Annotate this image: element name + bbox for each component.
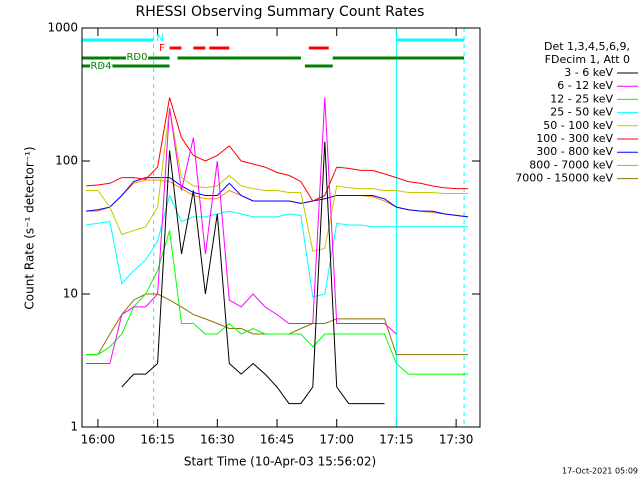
flag-bar [308, 46, 329, 50]
x-tick-label: 16:15 [140, 433, 175, 447]
legend-label: 800 - 7000 keV [529, 158, 613, 171]
legend-title: Det 1,3,4,5,6,9, [544, 40, 630, 53]
flag-bar [82, 56, 170, 60]
legend-label: 100 - 300 keV [536, 132, 613, 145]
flag-bar [177, 56, 301, 60]
series-line [86, 108, 469, 252]
legend-label: 50 - 100 keV [543, 119, 613, 132]
legend-label: 12 - 25 keV [550, 92, 613, 105]
y-tick-label: 10 [63, 287, 78, 301]
series-line [85, 97, 469, 202]
flag-bar [82, 38, 154, 42]
series-line [85, 194, 469, 298]
y-axis-label: Count Rate (s⁻¹ detector⁻¹) [23, 146, 37, 309]
flag-bar [304, 64, 333, 68]
x-tick-label: 17:30 [439, 433, 474, 447]
flag-label: RD0 [126, 52, 147, 63]
x-tick-label: 16:00 [81, 433, 116, 447]
flag-label: N [156, 33, 163, 44]
legend-label: 7000 - 15000 keV [515, 172, 613, 185]
y-tick-label: 1 [70, 420, 78, 434]
y-tick-label: 1000 [47, 21, 78, 35]
flag-bar [209, 46, 230, 50]
chart-title: RHESSI Observing Summary Count Rates [136, 4, 425, 20]
flag-bar [82, 64, 170, 68]
legend-label: 300 - 800 keV [536, 145, 613, 158]
footer-date: 17-Oct-2021 05:09 [562, 467, 638, 476]
flag-label: F [159, 43, 165, 54]
x-tick-label: 16:45 [260, 433, 295, 447]
y-tick-label: 100 [55, 154, 78, 168]
flag-bar [396, 38, 465, 42]
flag-bar [193, 46, 206, 50]
x-axis-label: Start Time (10-Apr-03 15:56:02) [184, 455, 376, 469]
x-tick-label: 17:15 [379, 433, 414, 447]
legend-label: 6 - 12 keV [557, 79, 613, 92]
series-line [121, 141, 385, 405]
legend-title: FDecim 1, Att 0 [545, 53, 630, 66]
legend-label: 25 - 50 keV [550, 106, 613, 119]
series-line [86, 230, 469, 375]
x-tick-label: 17:00 [319, 433, 354, 447]
plot-frame [81, 27, 481, 428]
flag-bar [169, 46, 182, 50]
series-line [85, 177, 469, 218]
legend-label: 3 - 6 keV [564, 66, 613, 79]
x-tick-label: 16:30 [200, 433, 235, 447]
flag-label: RD4 [90, 61, 111, 72]
series-line [86, 97, 397, 364]
flag-bar [332, 56, 465, 60]
